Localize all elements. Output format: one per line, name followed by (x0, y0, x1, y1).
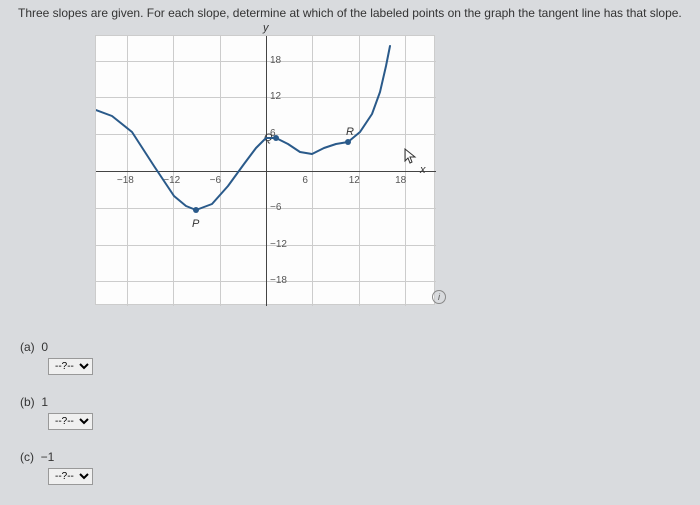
answer-label: (b) 1 (20, 395, 48, 409)
graph-area: −18−12−661218−18−12−661218PQR (95, 35, 435, 305)
y-axis-label: y (263, 22, 269, 34)
answer-select-a[interactable]: --?-- (48, 358, 93, 375)
answer-row: (b) 1 --?-- (20, 395, 93, 430)
cursor-icon (404, 148, 418, 167)
answers-section: (a) 0 --?-- (b) 1 --?-- (c) −1 --?-- (20, 340, 93, 505)
info-icon[interactable]: i (432, 290, 446, 304)
answer-label: (c) −1 (20, 450, 54, 464)
answer-row: (a) 0 --?-- (20, 340, 93, 375)
answer-select-b[interactable]: --?-- (48, 413, 93, 430)
curve (96, 36, 436, 306)
question-text: Three slopes are given. For each slope, … (18, 6, 682, 20)
x-axis-label: x (420, 164, 426, 176)
answer-row: (c) −1 --?-- (20, 450, 93, 485)
answer-label: (a) 0 (20, 340, 48, 354)
answer-select-c[interactable]: --?-- (48, 468, 93, 485)
